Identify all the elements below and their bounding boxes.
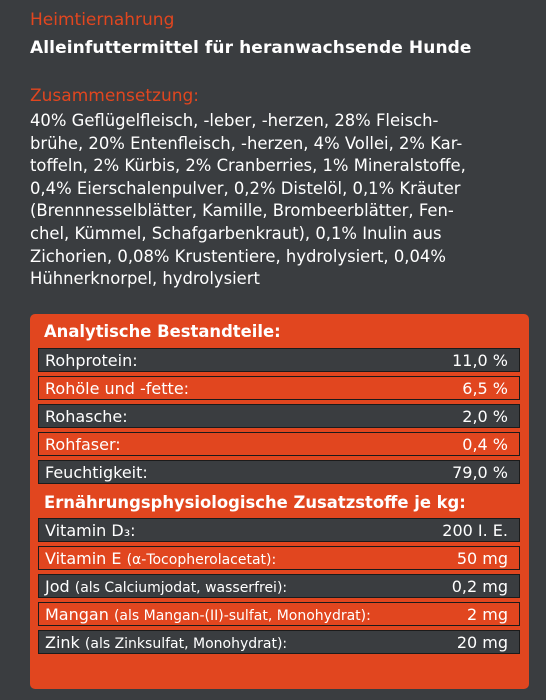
row-label-detail: (als Calciumjodat, wasserfrei): (74, 579, 288, 596)
row-value: 20 mg (456, 632, 508, 652)
additives-title: Ernährungsphysiologische Zusatzstoffe je… (44, 493, 466, 512)
composition-line: (Brennnesselblätter, Kamille, Brombeerbl… (30, 201, 454, 221)
row-label-main: Vitamin E (45, 548, 127, 568)
composition-line: Zichorien, 0,08% Krustentiere, hydrolysi… (30, 246, 446, 266)
additive-row-vitamin-d3: Vitamin D₃: 200 I. E. (38, 518, 520, 542)
row-label-detail: (als Zinksulfat, Monohydrat): (84, 635, 288, 652)
row-value: 11,0 % (452, 350, 508, 370)
analytical-row-fibre: Rohfaser: 0,4 % (38, 432, 520, 456)
row-value: 200 I. E. (442, 520, 508, 540)
additive-row-zinc: Zink (als Zinksulfat, Monohydrat): 20 mg (38, 630, 520, 654)
row-value: 0,2 mg (451, 576, 508, 596)
row-label: Rohprotein: (45, 350, 138, 370)
row-label: Zink (als Zinksulfat, Monohydrat): (45, 633, 287, 652)
row-label: Jod (als Calciumjodat, wasserfrei): (45, 577, 287, 596)
row-label: Vitamin E (α-Tocopherolacetat): (45, 549, 276, 568)
row-label-main: Zink (45, 632, 85, 652)
composition-line: 0,4% Eierschalenpulver, 0,2% Distelöl, 0… (30, 178, 461, 198)
row-label: Rohöle und -fette: (45, 378, 190, 398)
composition-title: Zusammensetzung: (30, 86, 200, 106)
additive-row-vitamin-e: Vitamin E (α-Tocopherolacetat): 50 mg (38, 546, 520, 570)
nutrition-panel: Analytische Bestandteile: Rohprotein: 11… (30, 314, 529, 689)
header-subtitle: Alleinfuttermittel für heranwachsende Hu… (30, 38, 472, 58)
row-value: 6,5 % (462, 378, 508, 398)
analytical-row-fat: Rohöle und -fette: 6,5 % (38, 376, 520, 400)
row-label: Rohasche: (45, 406, 128, 426)
row-label: Rohfaser: (45, 434, 121, 454)
header-title: Heimtiernahrung (30, 10, 175, 30)
row-label-main: Vitamin D₃: (45, 520, 136, 540)
analytical-title: Analytische Bestandteile: (44, 322, 281, 341)
row-label: Mangan (als Mangan-(II)-sulfat, Monohydr… (45, 605, 371, 624)
row-value: 79,0 % (452, 462, 508, 482)
composition-line: brühe, 20% Entenfleisch, -herzen, 4% Vol… (30, 133, 463, 153)
row-value: 2,0 % (462, 406, 508, 426)
analytical-row-moisture: Feuchtigkeit: 79,0 % (38, 460, 520, 484)
row-value: 2 mg (466, 604, 508, 624)
row-label: Vitamin D₃: (45, 521, 136, 540)
composition-line: Hühnerknorpel, hydrolysiert (30, 269, 260, 289)
analytical-row-ash: Rohasche: 2,0 % (38, 404, 520, 428)
composition-line: chel, Kümmel, Schafgarbenkraut), 0,1% In… (30, 223, 442, 243)
row-label: Feuchtigkeit: (45, 462, 148, 482)
analytical-row-protein: Rohprotein: 11,0 % (38, 348, 520, 372)
composition-line: toffeln, 2% Kürbis, 2% Cranberries, 1% M… (30, 156, 466, 176)
additive-row-iodine: Jod (als Calciumjodat, wasserfrei): 0,2 … (38, 574, 520, 598)
composition-text: 40% Geflügelfleisch, -leber, -herzen, 28… (30, 110, 530, 291)
composition-line: 40% Geflügelfleisch, -leber, -herzen, 28… (30, 111, 439, 130)
row-label-main: Jod (45, 576, 75, 596)
row-label-detail: (als Mangan-(II)-sulfat, Monohydrat): (113, 607, 371, 624)
additive-row-manganese: Mangan (als Mangan-(II)-sulfat, Monohydr… (38, 602, 520, 626)
row-value: 50 mg (456, 548, 508, 568)
row-label-main: Mangan (45, 604, 114, 624)
row-label-detail: (α-Tocopherolacetat): (126, 551, 277, 568)
row-value: 0,4 % (462, 434, 508, 454)
